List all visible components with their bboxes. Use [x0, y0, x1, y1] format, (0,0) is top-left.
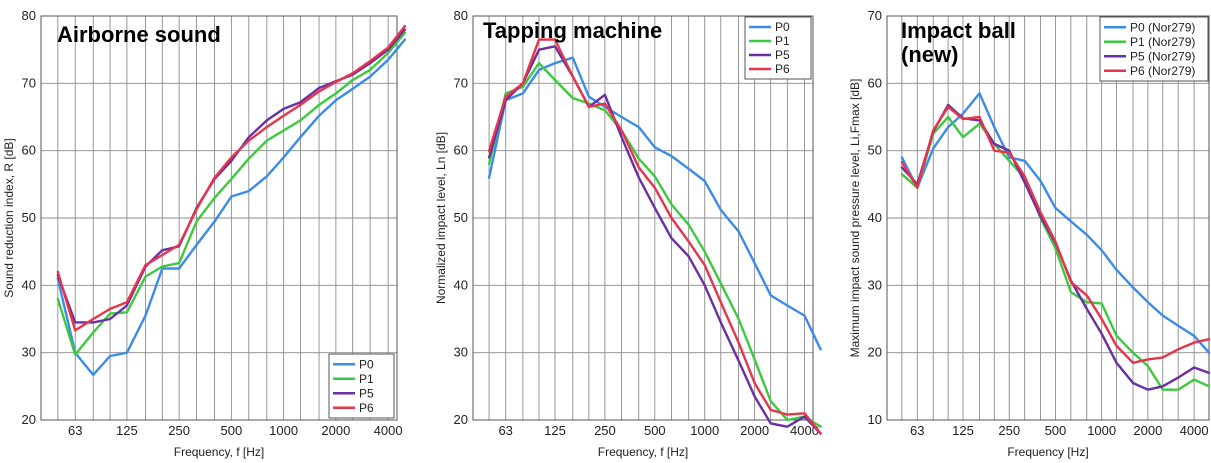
x-tick-label: 63	[910, 423, 924, 438]
plot-frame	[472, 15, 814, 421]
x-tick-label: 4000	[790, 423, 819, 438]
chart-title: Tapping machine	[483, 18, 662, 43]
x-tick-label: 4000	[374, 423, 403, 438]
x-tick-label: 2000	[1133, 423, 1162, 438]
legend-label: P6	[775, 62, 790, 76]
y-axis-label: Maximum impact sound pressure level, Li,…	[848, 79, 862, 358]
legend-label: P6 (Nor279)	[1130, 64, 1195, 78]
series-line-p6	[900, 105, 1211, 364]
series-line-p5	[487, 45, 822, 435]
legend: P0 (Nor279)P1 (Nor279)P5 (Nor279)P6 (Nor…	[1099, 16, 1209, 82]
y-tick-label: 20	[22, 412, 36, 427]
y-tick-label: 20	[454, 412, 468, 427]
chart-panel-2: 20 30 40 50 60 70 80 63 125 250 500 1000 2000 4000 Fre…	[434, 8, 822, 459]
x-tick-label: 2000	[321, 423, 350, 438]
x-tick-label: 500	[221, 423, 243, 438]
plot-frame	[40, 15, 398, 421]
x-tick-label: 500	[644, 423, 666, 438]
series-line-p0	[56, 38, 407, 377]
x-tick-label: 1000	[1087, 423, 1116, 438]
y-tick-label: 60	[454, 143, 468, 158]
series-line-p1	[900, 115, 1211, 391]
x-tick-label: 250	[998, 423, 1020, 438]
legend-label: P5 (Nor279)	[1130, 49, 1195, 63]
x-tick-label: 1000	[690, 423, 719, 438]
legend-label: P6	[359, 401, 374, 415]
y-tick-label: 30	[454, 345, 468, 360]
x-axis-label: Frequency, f [Hz]	[174, 445, 264, 459]
chart-panel-3: 10 20 30 40 50 60 70 63 125 250 500 1000 2000 4000 Fre…	[848, 8, 1211, 459]
series-line-p6	[56, 24, 407, 332]
y-tick-label: 80	[454, 8, 468, 23]
y-tick-label: 70	[868, 8, 882, 23]
legend-label: P5	[775, 48, 790, 62]
chart-subtitle: (new)	[901, 42, 958, 67]
y-tick-label: 10	[868, 412, 882, 427]
x-tick-label: 250	[594, 423, 616, 438]
legend-label: P0	[775, 20, 790, 34]
y-axis-label: Sound reduction index, R [dB]	[2, 138, 16, 297]
x-tick-label: 125	[544, 423, 566, 438]
x-tick-label: 63	[68, 423, 82, 438]
legend-label: P0 (Nor279)	[1130, 20, 1195, 34]
legend-label: P1 (Nor279)	[1130, 35, 1195, 49]
y-tick-label: 70	[22, 75, 36, 90]
legend-label: P1	[359, 372, 374, 386]
chart-title: Impact ball	[901, 18, 1016, 43]
x-tick-label: 250	[168, 423, 190, 438]
x-tick-label: 125	[116, 423, 138, 438]
x-tick-label: 500	[1045, 423, 1067, 438]
chart-title: Airborne sound	[57, 22, 221, 47]
y-tick-label: 60	[868, 75, 882, 90]
y-tick-label: 50	[22, 210, 36, 225]
x-axis-label: Frequency, f [Hz]	[598, 445, 688, 459]
legend-label: P5	[359, 386, 374, 400]
y-tick-label: 60	[22, 143, 36, 158]
series-line-p1	[487, 61, 822, 428]
x-tick-label: 63	[498, 423, 512, 438]
x-axis-label: Frequency [Hz]	[1007, 445, 1088, 459]
y-tick-label: 50	[868, 143, 882, 158]
y-tick-label: 50	[454, 210, 468, 225]
x-tick-label: 2000	[740, 423, 769, 438]
y-tick-label: 80	[22, 8, 36, 23]
y-tick-label: 20	[868, 345, 882, 360]
y-tick-label: 40	[22, 277, 36, 292]
plot-frame	[886, 15, 1210, 421]
y-axis-label: Normalized impact level, Ln [dB]	[434, 132, 448, 304]
series-line-p6	[487, 38, 822, 435]
chart-panel-1: 20 30 40 50 60 70 80 63 125 250 500 1000 2000 4000 Fre…	[2, 8, 407, 459]
legend-label: P0	[359, 357, 374, 371]
y-tick-label: 40	[454, 277, 468, 292]
x-tick-label: 1000	[269, 423, 298, 438]
y-tick-label: 70	[454, 75, 468, 90]
y-tick-label: 30	[22, 345, 36, 360]
y-tick-label: 30	[868, 277, 882, 292]
y-tick-label: 40	[868, 210, 882, 225]
x-tick-label: 125	[952, 423, 974, 438]
x-tick-label: 4000	[1180, 423, 1209, 438]
legend-label: P1	[775, 34, 790, 48]
